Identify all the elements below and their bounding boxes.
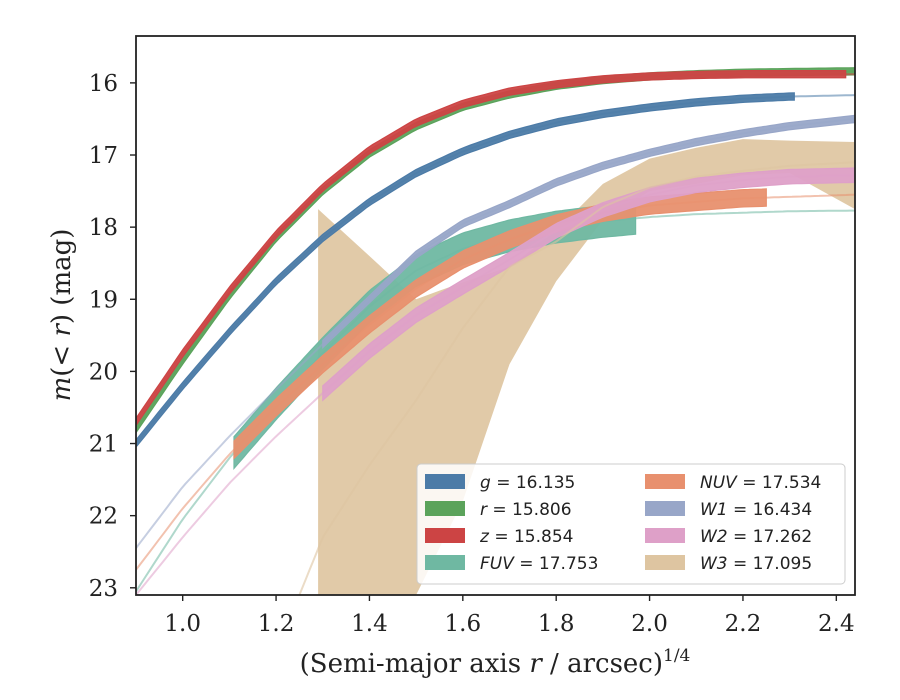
y-axis-label-unit: (mag) bbox=[47, 229, 77, 314]
x-tick-label: 2.0 bbox=[631, 611, 668, 637]
legend-box bbox=[416, 463, 846, 585]
legend-label-w3: W3 = 17.095 bbox=[700, 554, 812, 574]
legend-swatch-w1 bbox=[645, 501, 685, 516]
legend-label-r: r = 15.806 bbox=[480, 500, 572, 520]
legend-swatch-nuv bbox=[645, 474, 685, 489]
lines-layer bbox=[136, 67, 855, 595]
y-axis-label-lt: (< bbox=[47, 337, 77, 377]
legend-swatch-z bbox=[425, 528, 465, 543]
x-axis-label-var: r bbox=[529, 649, 543, 679]
y-tick-label: 20 bbox=[89, 359, 118, 385]
y-tick-label: 18 bbox=[89, 215, 118, 241]
legend-label-nuv: NUV = 17.534 bbox=[700, 473, 821, 493]
y-axis-label: m(< r) (mag) bbox=[47, 229, 77, 402]
x-tick-label: 2.4 bbox=[818, 611, 855, 637]
y-tick-label: 23 bbox=[89, 576, 118, 602]
y-tick-label: 16 bbox=[89, 71, 118, 97]
series-band-g bbox=[136, 92, 795, 449]
x-tick-label: 1.8 bbox=[538, 611, 575, 637]
legend-label-w1: W1 = 16.434 bbox=[700, 500, 812, 520]
legend-swatch-w2 bbox=[645, 528, 685, 543]
y-axis-label-close: ) bbox=[47, 314, 77, 324]
x-tick-label: 1.4 bbox=[351, 611, 388, 637]
legend-swatch-fuv bbox=[425, 555, 465, 570]
x-tick-label: 1.2 bbox=[258, 611, 295, 637]
x-axis: 1.0 1.2 1.4 1.6 1.8 2.0 2.2 2.4 bbox=[164, 595, 855, 637]
series-band-w2 bbox=[322, 167, 855, 402]
y-tick-label: 21 bbox=[89, 432, 118, 458]
legend: g = 16.135 r = 15.806 z = 15.854 FUV = 17.7… bbox=[416, 463, 846, 585]
series-band-z bbox=[136, 70, 847, 427]
y-axis-label-r: r bbox=[47, 323, 77, 337]
x-tick-label: 1.6 bbox=[445, 611, 482, 637]
y-tick-label: 19 bbox=[89, 287, 118, 313]
x-tick-label: 1.0 bbox=[164, 611, 201, 637]
series-band-nuv bbox=[233, 188, 767, 460]
y-tick-label: 22 bbox=[89, 504, 118, 530]
y-tick-label: 17 bbox=[89, 143, 118, 169]
legend-label-z: z = 15.854 bbox=[479, 527, 573, 547]
legend-swatch-r bbox=[425, 501, 465, 516]
legend-swatch-g bbox=[425, 474, 465, 489]
x-axis-label-sup: 1/4 bbox=[663, 646, 690, 666]
legend-label-fuv: FUV = 17.753 bbox=[480, 554, 598, 574]
y-axis: 16 17 18 19 20 21 22 23 bbox=[89, 71, 136, 602]
series-band-w1 bbox=[322, 114, 855, 350]
plot-frame bbox=[135, 35, 856, 596]
legend-label-g: g = 16.135 bbox=[480, 473, 575, 493]
x-tick-label: 2.2 bbox=[725, 611, 762, 637]
x-axis-label: (Semi-major axis r / arcsec)1/4 bbox=[300, 646, 691, 679]
y-axis-label-m: m bbox=[47, 377, 77, 402]
x-axis-label-pre: (Semi-major axis bbox=[300, 649, 530, 679]
legend-swatch-w3 bbox=[645, 555, 685, 570]
series-line-w3 bbox=[298, 161, 855, 595]
legend-label-w2: W2 = 17.262 bbox=[700, 527, 812, 547]
x-axis-label-post: / arcsec) bbox=[542, 649, 663, 679]
